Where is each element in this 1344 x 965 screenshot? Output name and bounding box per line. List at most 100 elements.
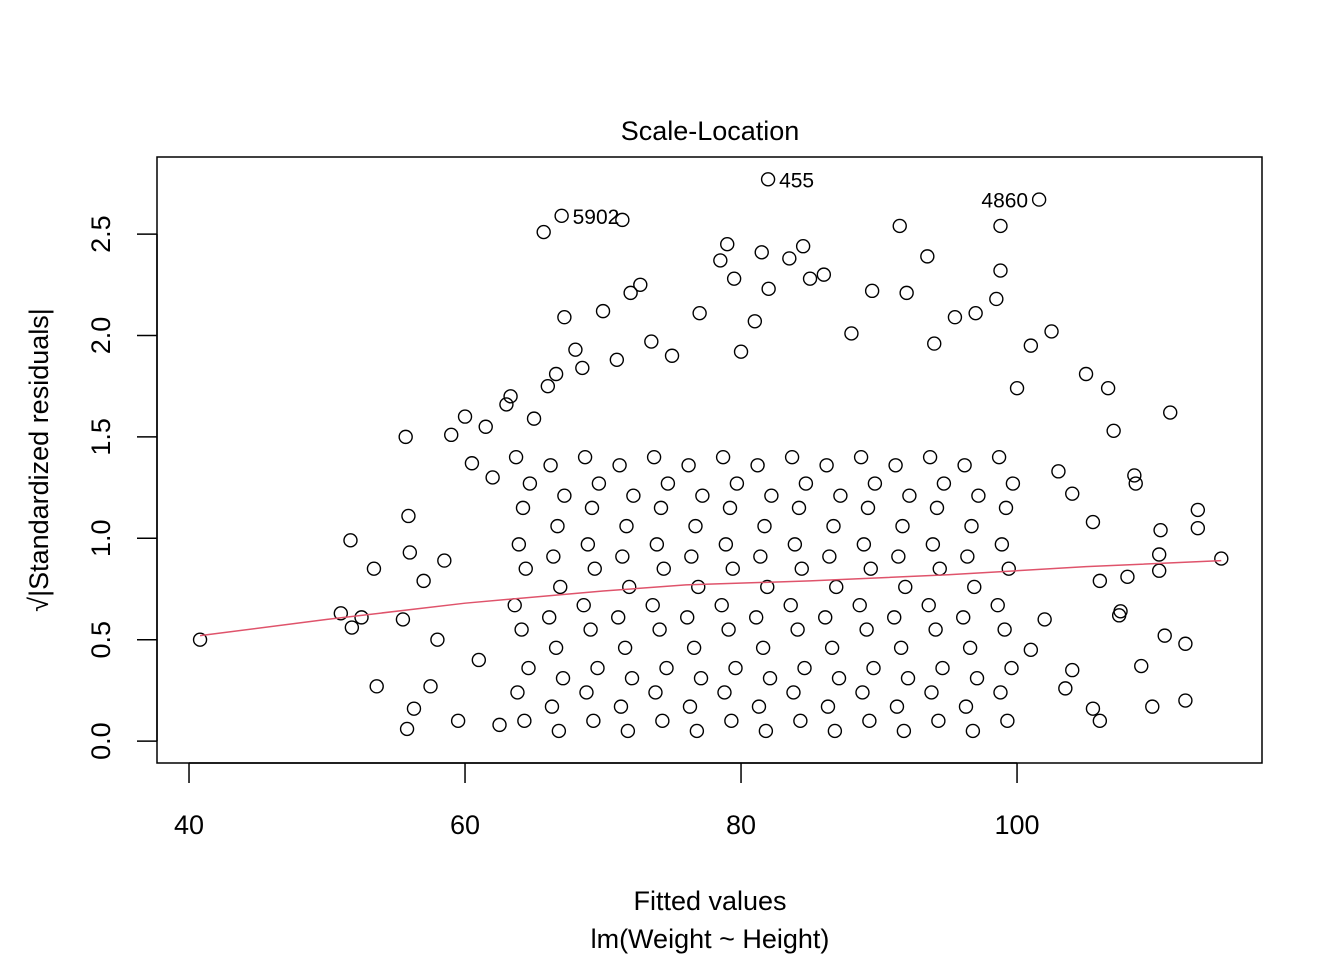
point bbox=[852, 598, 867, 613]
point bbox=[755, 640, 771, 656]
point bbox=[471, 652, 487, 668]
point bbox=[623, 285, 638, 301]
point bbox=[819, 458, 834, 473]
y-tick-label: 2.5 bbox=[86, 215, 116, 253]
point bbox=[929, 500, 945, 516]
point bbox=[925, 537, 941, 552]
point bbox=[554, 208, 569, 224]
point bbox=[932, 561, 947, 576]
point bbox=[583, 622, 598, 637]
point bbox=[548, 640, 564, 656]
point bbox=[557, 488, 572, 503]
point bbox=[718, 537, 734, 552]
point bbox=[782, 251, 797, 266]
point bbox=[818, 610, 833, 625]
point bbox=[546, 549, 561, 564]
point bbox=[587, 561, 602, 576]
point bbox=[557, 310, 572, 325]
point bbox=[536, 224, 551, 240]
point bbox=[612, 458, 627, 473]
point bbox=[895, 518, 910, 534]
point bbox=[931, 713, 946, 729]
point bbox=[518, 561, 533, 576]
point bbox=[990, 598, 1005, 613]
point bbox=[568, 342, 583, 357]
point bbox=[1145, 699, 1160, 714]
point bbox=[713, 253, 728, 268]
point bbox=[1190, 502, 1206, 518]
point bbox=[991, 449, 1007, 465]
point bbox=[967, 579, 982, 595]
point bbox=[866, 660, 881, 676]
point bbox=[1106, 423, 1121, 438]
point bbox=[790, 622, 805, 637]
point bbox=[824, 640, 840, 656]
point bbox=[543, 458, 558, 473]
point bbox=[993, 218, 1008, 234]
point bbox=[542, 610, 557, 625]
point bbox=[401, 508, 416, 524]
point bbox=[844, 326, 859, 341]
point bbox=[898, 579, 913, 595]
point bbox=[464, 456, 480, 471]
point bbox=[575, 360, 590, 376]
point bbox=[793, 713, 808, 729]
point bbox=[783, 598, 798, 613]
point bbox=[399, 721, 415, 737]
point bbox=[1004, 660, 1019, 676]
point bbox=[964, 518, 979, 534]
point bbox=[354, 610, 369, 625]
chart-title: Scale-Location bbox=[621, 116, 800, 146]
point bbox=[728, 660, 743, 676]
point bbox=[691, 579, 706, 595]
point bbox=[965, 723, 981, 739]
point bbox=[580, 537, 596, 552]
point bbox=[1153, 522, 1168, 538]
point bbox=[649, 537, 665, 552]
point bbox=[863, 561, 878, 576]
point bbox=[1128, 476, 1143, 491]
point bbox=[855, 685, 870, 700]
point bbox=[648, 685, 663, 700]
point bbox=[797, 660, 812, 676]
point bbox=[682, 699, 698, 714]
point bbox=[733, 344, 749, 359]
point bbox=[517, 713, 532, 729]
point bbox=[787, 537, 803, 552]
point bbox=[402, 545, 418, 560]
point bbox=[622, 579, 637, 595]
point bbox=[935, 660, 950, 676]
point bbox=[577, 449, 593, 465]
point bbox=[720, 237, 735, 252]
point bbox=[526, 411, 542, 426]
point bbox=[1100, 381, 1116, 396]
point bbox=[633, 277, 648, 292]
point bbox=[617, 640, 633, 656]
point bbox=[900, 671, 916, 686]
point bbox=[192, 632, 208, 647]
point bbox=[1178, 693, 1193, 708]
point bbox=[721, 622, 736, 637]
point bbox=[615, 549, 630, 564]
point bbox=[889, 699, 905, 714]
point bbox=[555, 671, 571, 686]
point bbox=[726, 271, 742, 286]
point bbox=[856, 537, 872, 552]
point bbox=[888, 458, 903, 473]
point bbox=[492, 717, 507, 733]
point bbox=[920, 249, 935, 264]
point bbox=[664, 348, 680, 363]
point bbox=[1023, 338, 1039, 353]
point bbox=[971, 488, 986, 503]
point bbox=[659, 660, 674, 676]
point bbox=[892, 218, 907, 234]
point bbox=[958, 699, 974, 714]
point bbox=[1009, 381, 1025, 396]
point bbox=[437, 553, 452, 568]
point bbox=[510, 685, 525, 700]
point bbox=[540, 378, 556, 394]
point bbox=[553, 579, 568, 595]
point bbox=[1163, 405, 1178, 420]
